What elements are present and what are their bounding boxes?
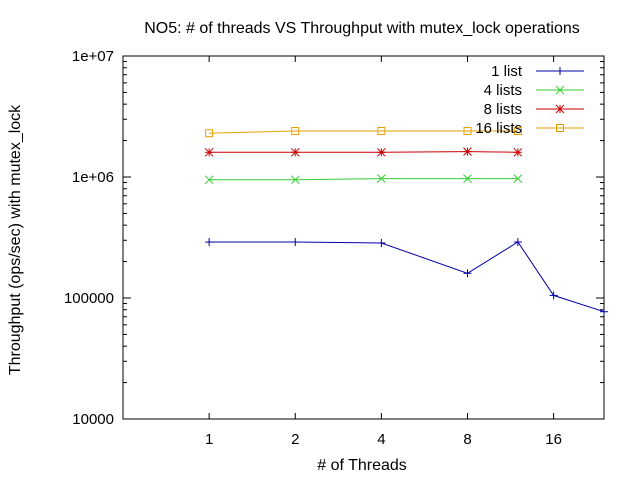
- series-3-point-2: [377, 126, 386, 135]
- x-axis-label: # of Threads: [317, 457, 407, 474]
- y-tick-label-0: 10000: [72, 411, 114, 428]
- series-0-point-5: [549, 291, 558, 300]
- series-2-point-0: [204, 147, 214, 157]
- x-tick-label-2: 4: [377, 431, 385, 448]
- series-1-point-3: [463, 174, 472, 183]
- series-3: [205, 126, 522, 138]
- x-tick-label-1: 2: [291, 431, 299, 448]
- series-0-point-1: [291, 238, 300, 247]
- series-1-point-2: [377, 174, 386, 183]
- series-3-point-4: [513, 126, 522, 135]
- series-line-2: [209, 151, 518, 153]
- legend-marker-3: [556, 124, 564, 132]
- legend-marker-1: [555, 85, 565, 95]
- series-2-point-4: [513, 147, 523, 157]
- legend-marker-0: [556, 67, 564, 75]
- series-2-point-3: [463, 147, 472, 157]
- y-axis-label: Throughput (ops/sec) with mutex_lock: [7, 104, 24, 375]
- series-0-point-4: [513, 238, 522, 247]
- series-0-point-3: [463, 269, 472, 278]
- series-2-point-1: [290, 147, 300, 157]
- legend-label-3: 16 lists: [475, 120, 522, 137]
- plot-frame: [122, 55, 605, 420]
- series-0-point-6: [600, 307, 608, 316]
- series-line-0: [209, 241, 605, 313]
- series-1-point-4: [513, 174, 523, 183]
- x-tick-label-3: 8: [463, 431, 471, 448]
- series-1-point-1: [290, 175, 300, 185]
- series-line-3: [209, 130, 518, 134]
- y-tick-label-1: 100000: [64, 290, 114, 307]
- series-0-point-0: [205, 238, 214, 247]
- x-tick-label-4: 16: [545, 431, 562, 448]
- series-3-point-1: [291, 126, 300, 135]
- series-2: [204, 147, 523, 157]
- chart-title: NO5: # of threads VS Throughput with mut…: [144, 20, 580, 37]
- series-1: [204, 174, 523, 185]
- axes-layer: 1 2 4 8 16 10000 100000 1e+06 1e+07: [64, 48, 604, 448]
- y-tick-label-2: 1e+06: [72, 169, 114, 186]
- legend-marker-2: [555, 104, 565, 114]
- series-1-point-0: [204, 175, 214, 185]
- legend-label-0: 1 list: [491, 63, 523, 80]
- series-3-point-0: [205, 129, 214, 138]
- y-tick-label-3: 1e+07: [72, 48, 114, 65]
- series-line-1: [209, 178, 518, 181]
- legend-label-1: 4 lists: [484, 82, 522, 99]
- legend-label-2: 8 lists: [484, 101, 522, 118]
- series-3-point-3: [463, 126, 472, 135]
- series-2-point-2: [377, 147, 386, 157]
- series-0-point-2: [377, 238, 386, 247]
- x-tick-label-0: 1: [205, 431, 213, 448]
- legend: 1 list 4 lists 8 lists 16 lists: [475, 63, 584, 137]
- series-0: [205, 238, 608, 316]
- series-layer: [204, 126, 608, 316]
